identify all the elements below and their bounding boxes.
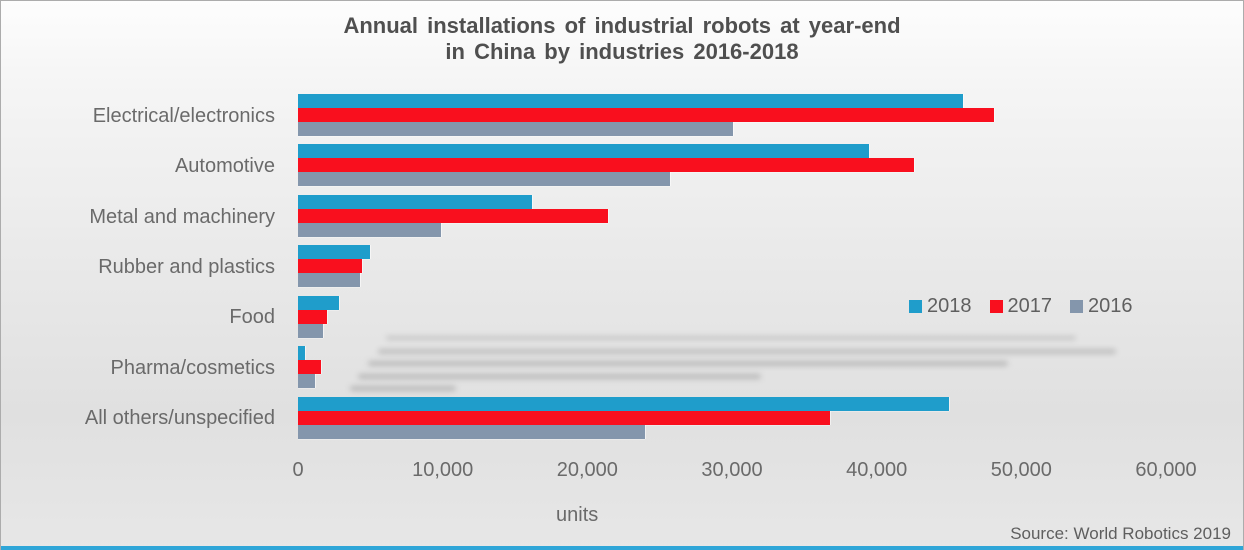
bar-group-all-others-unspecified — [298, 396, 1166, 447]
bar-group-food — [298, 295, 1166, 346]
bar-2018-food — [298, 295, 339, 310]
chart-title-line1: Annual installations of industrial robot… — [343, 13, 901, 38]
category-label-metal-and-machinery: Metal and machinery — [89, 205, 275, 228]
legend-swatch-2017 — [989, 300, 1003, 313]
bar-2017-electrical-electronics — [298, 108, 994, 122]
bar-2018-metal-and-machinery — [298, 194, 533, 209]
bar-2017-automotive — [298, 158, 915, 173]
x-tick-50000: 50,000 — [990, 459, 1052, 481]
x-tick-30000: 30,000 — [701, 459, 763, 481]
bar-2017-food — [298, 309, 327, 324]
bar-group-pharma-cosmetics — [298, 346, 1166, 396]
chart-title: Annual installations of industrial robot… — [1, 13, 1243, 65]
category-label-rubber-and-plastics: Rubber and plastics — [98, 255, 275, 278]
legend-swatch-2018 — [909, 300, 922, 313]
x-tick-0: 0 — [292, 459, 304, 481]
source-note: Source: World Robotics 2019 — [1010, 524, 1231, 543]
legend-label-2017: 2017 — [1007, 295, 1053, 317]
legend: 2018 2017 2016 — [909, 295, 1133, 318]
plot-area — [298, 94, 1166, 447]
bar-group-metal-and-machinery — [298, 194, 1166, 245]
bar-2016-rubber-and-plastics — [298, 273, 361, 288]
legend-item-2018: 2018 — [909, 295, 972, 318]
category-label-pharma-cosmetics: Pharma/cosmetics — [110, 356, 276, 379]
category-label-all-others-unspecified: All others/unspecified — [84, 407, 275, 430]
legend-label-2018: 2018 — [927, 295, 972, 317]
bar-2018-all-others-unspecified — [298, 396, 949, 411]
x-tick-20000: 20,000 — [556, 459, 618, 481]
bar-group-electrical-electronics — [298, 94, 1166, 144]
bar-2016-metal-and-machinery — [298, 222, 442, 237]
chart-title-line2: in China by industries 2016-2018 — [445, 39, 799, 64]
bar-group-automotive — [298, 144, 1166, 194]
bar-2016-automotive — [298, 172, 670, 187]
bar-group-rubber-and-plastics — [298, 245, 1166, 295]
bar-2017-all-others-unspecified — [298, 410, 831, 425]
bar-2016-all-others-unspecified — [298, 424, 646, 439]
bar-2016-pharma-cosmetics — [298, 374, 316, 389]
bar-2016-electrical-electronics — [298, 122, 734, 136]
legend-item-2017: 2017 — [989, 295, 1053, 318]
category-label-electrical-electronics: Electrical/electronics — [92, 104, 275, 127]
bar-2018-rubber-and-plastics — [298, 245, 371, 260]
x-tick-60000: 60,000 — [1135, 459, 1197, 481]
x-axis-ticks: 0 10,000 20,000 30,000 40,000 50,000 60,000 — [292, 459, 1196, 483]
bar-2017-rubber-and-plastics — [298, 259, 362, 274]
category-label-automotive: Automotive — [174, 155, 275, 178]
x-axis-label: units — [556, 504, 599, 526]
bottom-accent-line — [1, 546, 1243, 550]
legend-item-2016: 2016 — [1070, 295, 1133, 318]
bar-2017-pharma-cosmetics — [298, 360, 322, 375]
legend-label-2016: 2016 — [1088, 295, 1133, 317]
category-label-food: Food — [229, 306, 275, 329]
category-axis: Electrical/electronics Automotive Metal an… — [1, 94, 285, 447]
legend-swatch-2016 — [1070, 300, 1083, 313]
bar-2018-automotive — [298, 144, 870, 159]
x-tick-40000: 40,000 — [846, 459, 908, 481]
bar-2018-electrical-electronics — [298, 94, 964, 108]
bar-2018-pharma-cosmetics — [298, 346, 306, 361]
bar-2017-metal-and-machinery — [298, 208, 608, 223]
bar-2016-food — [298, 323, 323, 338]
x-tick-10000: 10,000 — [412, 459, 474, 481]
